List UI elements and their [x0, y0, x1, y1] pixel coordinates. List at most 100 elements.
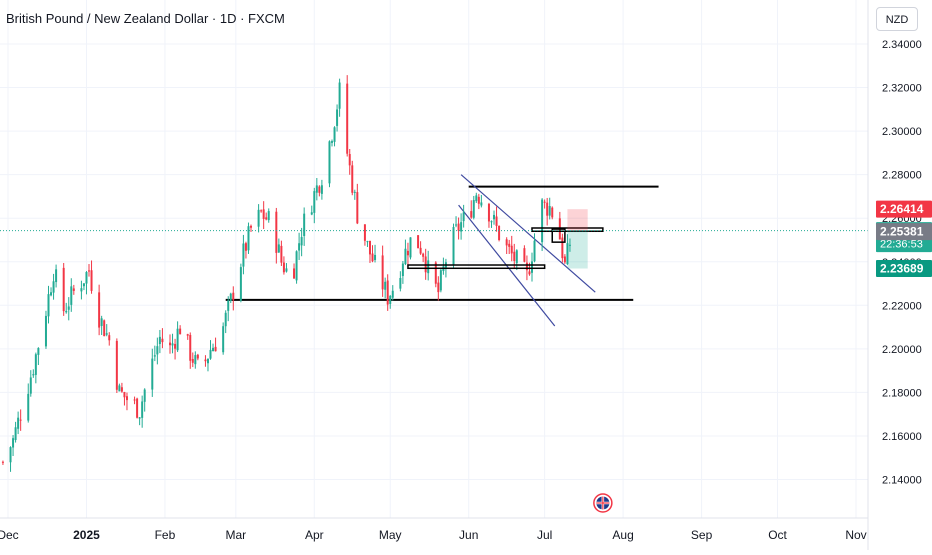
- candle[interactable]: [348, 149, 351, 175]
- candle[interactable]: [153, 345, 156, 362]
- candle[interactable]: [186, 333, 189, 340]
- candle[interactable]: [123, 391, 126, 406]
- candle[interactable]: [133, 396, 136, 405]
- candle[interactable]: [244, 241, 247, 259]
- candle[interactable]: [118, 383, 121, 392]
- candle[interactable]: [212, 343, 215, 352]
- candle[interactable]: [561, 233, 564, 263]
- candle[interactable]: [442, 257, 445, 275]
- candle[interactable]: [333, 126, 336, 147]
- candle[interactable]: [214, 337, 217, 352]
- candle[interactable]: [568, 238, 571, 252]
- candle[interactable]: [206, 358, 209, 372]
- candle[interactable]: [315, 178, 318, 201]
- candle[interactable]: [331, 139, 334, 147]
- candle[interactable]: [138, 417, 141, 426]
- candle[interactable]: [548, 197, 551, 220]
- candle[interactable]: [336, 104, 339, 132]
- candle[interactable]: [262, 201, 265, 230]
- candle[interactable]: [439, 267, 442, 293]
- zone-box[interactable]: [407, 264, 546, 270]
- candle[interactable]: [533, 233, 536, 263]
- candle[interactable]: [505, 237, 508, 254]
- candle[interactable]: [1, 460, 4, 465]
- candle[interactable]: [295, 250, 298, 284]
- candle[interactable]: [14, 421, 17, 443]
- candle[interactable]: [298, 232, 301, 261]
- candle[interactable]: [257, 204, 260, 233]
- candle[interactable]: [32, 369, 35, 378]
- candle[interactable]: [551, 206, 554, 220]
- candle[interactable]: [318, 185, 321, 197]
- candle[interactable]: [487, 202, 490, 228]
- candle[interactable]: [247, 222, 250, 254]
- candle[interactable]: [209, 340, 212, 360]
- candle[interactable]: [546, 197, 549, 226]
- candle[interactable]: [462, 204, 465, 228]
- candle[interactable]: [37, 347, 40, 365]
- candle[interactable]: [229, 292, 232, 304]
- candle[interactable]: [475, 192, 478, 203]
- candle[interactable]: [470, 200, 473, 219]
- candle[interactable]: [204, 355, 207, 367]
- candle[interactable]: [98, 284, 101, 336]
- candle[interactable]: [328, 140, 331, 188]
- candle[interactable]: [47, 285, 50, 324]
- candle[interactable]: [227, 296, 230, 322]
- candle[interactable]: [115, 338, 118, 393]
- candle[interactable]: [267, 208, 270, 223]
- candle[interactable]: [242, 234, 245, 275]
- candle[interactable]: [541, 198, 544, 252]
- stop-zone[interactable]: [567, 209, 588, 231]
- candle[interactable]: [158, 329, 161, 354]
- candle[interactable]: [80, 280, 83, 300]
- candle[interactable]: [422, 252, 425, 263]
- candle[interactable]: [495, 206, 498, 232]
- candle[interactable]: [293, 263, 296, 279]
- candle[interactable]: [19, 409, 22, 431]
- candle[interactable]: [52, 273, 55, 300]
- candle[interactable]: [282, 256, 285, 275]
- candle[interactable]: [82, 283, 85, 291]
- candle[interactable]: [460, 213, 463, 240]
- candle[interactable]: [498, 225, 501, 242]
- candle[interactable]: [85, 271, 88, 295]
- candle[interactable]: [176, 321, 179, 353]
- candle[interactable]: [100, 315, 103, 336]
- candle[interactable]: [406, 242, 409, 265]
- candle[interactable]: [558, 211, 561, 240]
- candle[interactable]: [151, 348, 154, 397]
- candle[interactable]: [27, 383, 30, 423]
- candle[interactable]: [320, 179, 323, 200]
- candle[interactable]: [143, 388, 146, 412]
- candle[interactable]: [88, 264, 91, 277]
- candle[interactable]: [179, 325, 182, 335]
- candle[interactable]: [389, 294, 392, 309]
- candle[interactable]: [260, 209, 263, 213]
- candle[interactable]: [455, 216, 458, 228]
- candle[interactable]: [510, 235, 513, 262]
- currency-button[interactable]: NZD: [876, 7, 918, 31]
- candle[interactable]: [566, 234, 569, 265]
- candle[interactable]: [417, 235, 420, 249]
- candle[interactable]: [44, 310, 47, 349]
- candle[interactable]: [313, 187, 316, 224]
- candle[interactable]: [224, 310, 227, 334]
- candle[interactable]: [250, 224, 253, 232]
- candle[interactable]: [67, 297, 70, 321]
- candle[interactable]: [356, 183, 359, 225]
- candle[interactable]: [275, 207, 278, 264]
- candle[interactable]: [280, 240, 283, 267]
- candle[interactable]: [310, 205, 313, 216]
- candle[interactable]: [351, 160, 354, 196]
- candle[interactable]: [368, 240, 371, 263]
- candle[interactable]: [103, 319, 106, 337]
- candle[interactable]: [105, 324, 108, 337]
- candle[interactable]: [232, 286, 235, 311]
- candle[interactable]: [156, 337, 159, 365]
- candle[interactable]: [399, 271, 402, 292]
- candle[interactable]: [493, 210, 496, 225]
- candle[interactable]: [265, 212, 268, 221]
- candle[interactable]: [9, 446, 12, 472]
- candle[interactable]: [457, 217, 460, 240]
